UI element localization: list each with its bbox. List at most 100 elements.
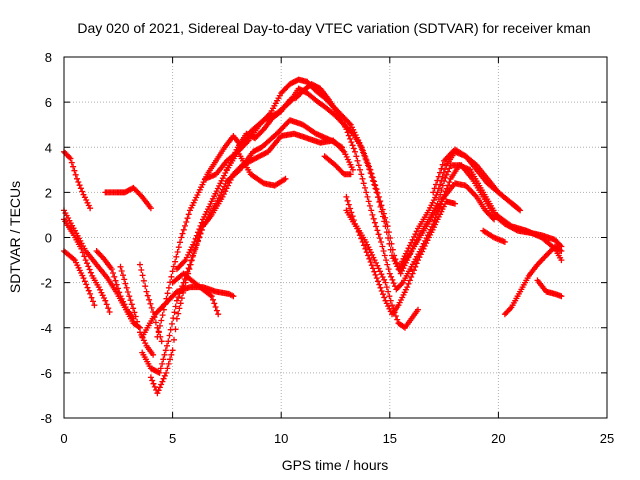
- data-point: [173, 315, 180, 322]
- data-point: [354, 225, 361, 232]
- data-point: [370, 265, 376, 272]
- data-point: [166, 332, 173, 339]
- data-point: [112, 277, 119, 284]
- data-point: [165, 284, 172, 291]
- x-tick-label: 10: [274, 431, 288, 446]
- data-point: [387, 246, 394, 253]
- data-point: [413, 260, 420, 267]
- series-arc-1: [61, 148, 94, 212]
- series-arc-4: [61, 248, 98, 309]
- data-point: [353, 153, 360, 160]
- data-point: [359, 239, 366, 245]
- data-point: [180, 289, 187, 296]
- data-point: [373, 189, 380, 196]
- data-point: [87, 205, 94, 212]
- data-point: [389, 276, 396, 283]
- data-point: [501, 239, 508, 245]
- data-point: [378, 208, 385, 215]
- x-axis-label: GPS time / hours: [282, 457, 389, 473]
- data-point: [110, 270, 116, 276]
- data-point: [81, 278, 88, 285]
- data-point: [385, 235, 392, 241]
- data-point: [134, 318, 141, 325]
- data-point: [375, 231, 382, 238]
- data-point: [151, 383, 158, 390]
- data-point: [389, 302, 395, 309]
- data-point: [150, 351, 157, 358]
- data-point: [360, 149, 367, 156]
- data-point: [489, 215, 496, 222]
- data-point: [157, 322, 163, 329]
- series-arc-7: [117, 263, 157, 358]
- data-point: [345, 132, 352, 139]
- data-point: [160, 356, 167, 363]
- series-arc-17: [321, 153, 354, 178]
- data-point: [222, 188, 229, 195]
- data-point: [162, 301, 169, 308]
- series-arc-19: [343, 198, 458, 318]
- data-point: [363, 249, 370, 256]
- data-point: [390, 255, 397, 262]
- data-point: [420, 245, 427, 252]
- series-arc-16: [223, 76, 521, 273]
- y-tick-label: 2: [45, 185, 52, 200]
- data-point: [159, 360, 166, 367]
- data-point: [281, 176, 288, 183]
- data-point: [408, 274, 415, 280]
- data-point: [430, 189, 437, 196]
- data-point: [409, 270, 416, 277]
- data-point: [366, 166, 373, 173]
- data-point: [85, 263, 92, 270]
- data-point: [158, 338, 165, 345]
- data-point: [158, 317, 165, 324]
- data-point: [385, 288, 392, 295]
- data-point: [380, 291, 386, 298]
- data-point: [366, 202, 373, 209]
- data-point: [406, 277, 413, 284]
- data-point: [152, 319, 159, 326]
- data-point: [356, 232, 363, 239]
- data-point: [102, 297, 109, 304]
- data-point: [167, 356, 173, 363]
- data-point: [177, 286, 184, 293]
- data-point: [83, 197, 90, 203]
- data-point: [187, 261, 194, 268]
- data-point: [168, 273, 175, 280]
- data-point: [377, 268, 383, 275]
- data-point: [198, 219, 205, 226]
- series-arc-20: [397, 180, 498, 273]
- data-point: [195, 229, 201, 236]
- data-point: [376, 199, 383, 205]
- data-point: [164, 342, 170, 349]
- data-point: [355, 162, 362, 169]
- data-point: [122, 280, 129, 287]
- data-point: [90, 298, 96, 305]
- data-point: [392, 313, 399, 319]
- data-point: [130, 305, 137, 312]
- data-point: [225, 182, 231, 189]
- data-point: [380, 213, 386, 220]
- data-point: [368, 207, 375, 214]
- data-point: [117, 293, 124, 300]
- data-point: [259, 179, 266, 186]
- chart-title: Day 020 of 2021, Sidereal Day-to-day VTE…: [77, 20, 590, 36]
- data-point: [113, 281, 120, 288]
- data-point: [155, 369, 162, 376]
- data-point: [80, 275, 87, 282]
- data-point: [163, 295, 170, 302]
- data-point: [184, 215, 191, 222]
- data-point: [147, 205, 154, 212]
- data-point: [352, 148, 358, 155]
- data-point: [98, 289, 105, 296]
- data-point: [158, 381, 165, 388]
- data-point: [183, 219, 190, 225]
- data-point: [376, 235, 383, 242]
- data-point: [172, 303, 179, 310]
- data-point: [175, 244, 182, 251]
- data-point: [181, 284, 188, 291]
- data-point: [433, 181, 439, 188]
- data-point: [83, 281, 90, 288]
- y-tick-label: -8: [40, 411, 52, 426]
- series-arc-13: [169, 270, 222, 318]
- data-point: [77, 185, 84, 192]
